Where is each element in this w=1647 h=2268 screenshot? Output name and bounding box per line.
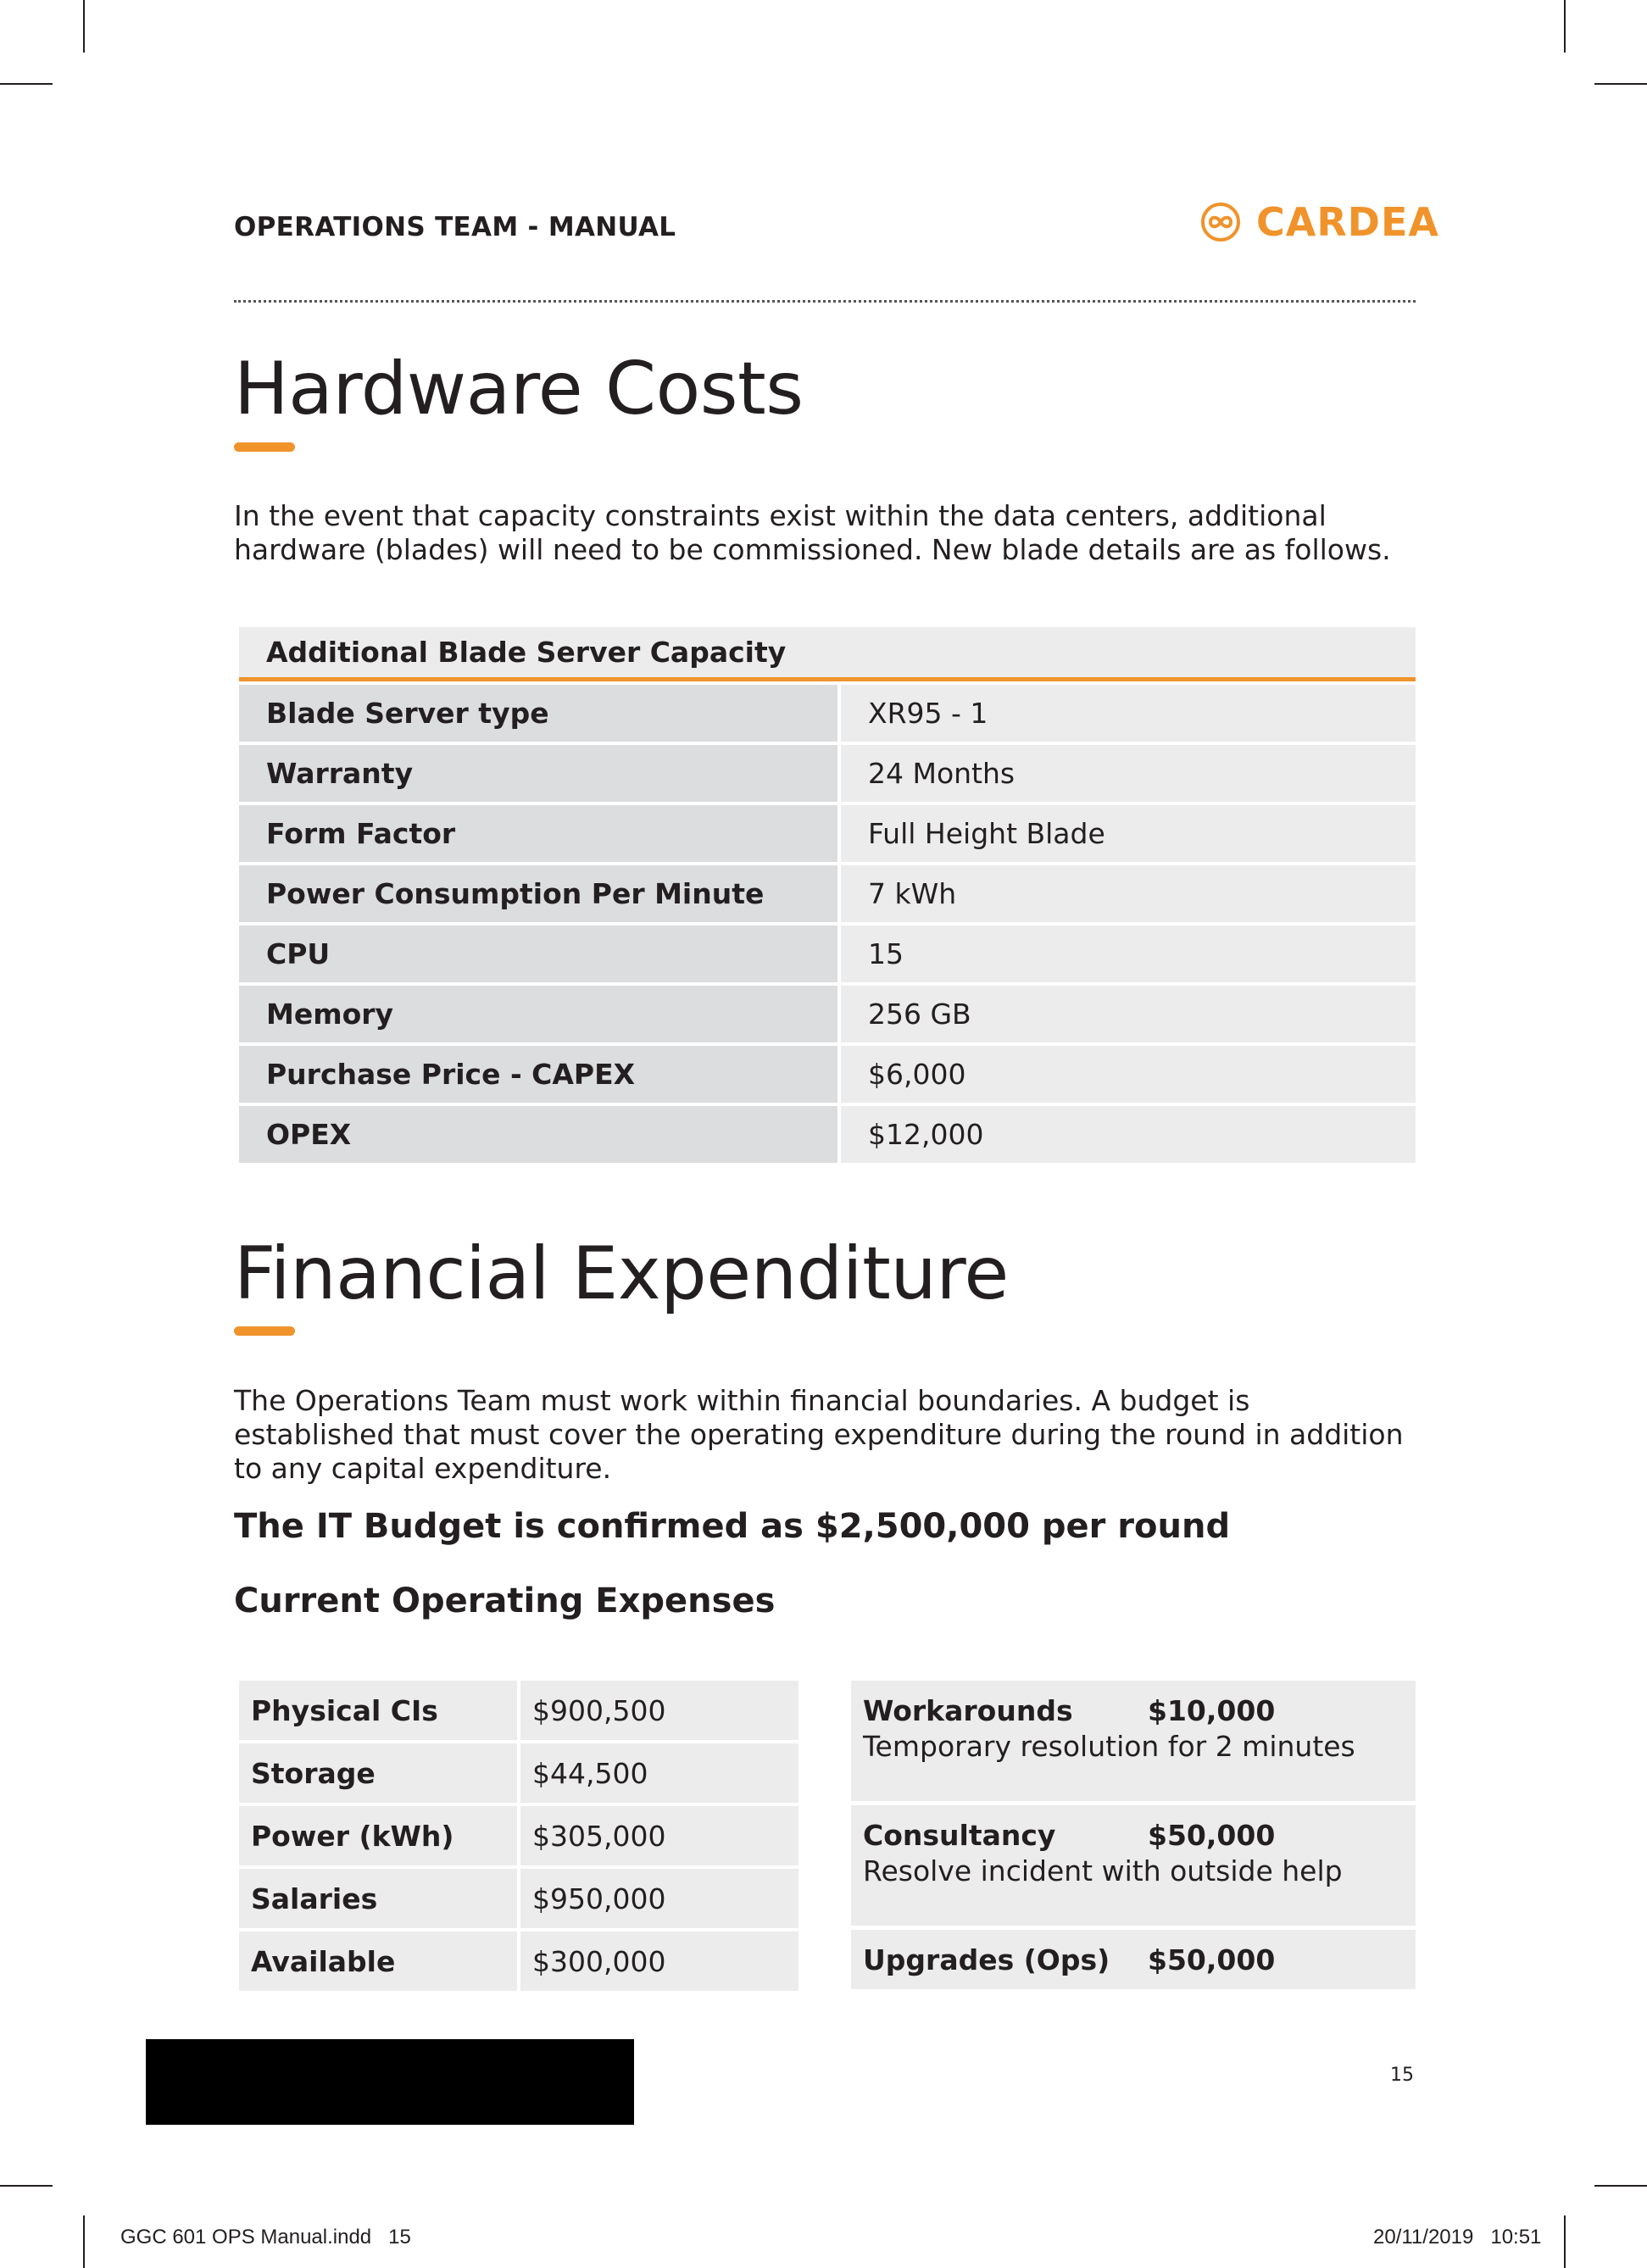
crop-mark [1594,2185,1647,2187]
option-description: Resolve incident with outside help [863,1854,1343,1887]
option-label: Workarounds [863,1693,1073,1727]
row-label: OPEX [239,1106,837,1163]
blade-table-heading: Additional Blade Server Capacity [239,627,1416,681]
option-cost: $50,000 [1148,1943,1276,1976]
operating-expenses-table: Physical CIs $900,500 Storage $44,500 Po… [239,1681,798,1994]
page-number: 15 [1390,2065,1414,2086]
table-row: Memory 256 GB [239,986,1416,1042]
row-value: 256 GB [841,986,1416,1042]
running-head: OPERATIONS TEAM - MANUAL [234,212,676,242]
option-label: Upgrades (Ops) [863,1943,1110,1976]
table-row: OPEX $12,000 [239,1106,1416,1163]
row-value: $12,000 [841,1106,1416,1163]
logo-wordmark: CARDEA [1256,199,1439,245]
expense-value: $305,000 [520,1806,798,1865]
row-label: Warranty [239,745,837,802]
table-row: Physical CIs $900,500 [239,1681,798,1740]
crop-mark [0,2185,53,2187]
row-value: 7 kWh [841,865,1416,922]
financial-expenditure-title: Financial Expenditure [234,1231,1009,1316]
row-label: Memory [239,986,837,1042]
title-accent-bar [234,1326,295,1336]
redaction-box [146,2039,634,2125]
crop-mark [83,2215,85,2268]
expense-value: $44,500 [520,1743,798,1803]
print-slug-file: GGC 601 OPS Manual.indd 15 [120,2226,411,2249]
row-label: Purchase Price - CAPEX [239,1046,837,1103]
table-row: CPU 15 [239,926,1416,982]
crop-mark [1594,83,1647,85]
incident-options-table: Workarounds $10,000 Temporary resolution… [851,1681,1416,1993]
operating-expenses-heading: Current Operating Expenses [234,1581,776,1620]
option-cost: $10,000 [1148,1693,1276,1727]
expense-label: Salaries [239,1869,517,1928]
option-description: Temporary resolution for 2 minutes [863,1730,1355,1763]
table-row: Blade Server type XR95 - 1 [239,685,1416,742]
row-value: $6,000 [841,1046,1416,1103]
option-consultancy: Consultancy $50,000 Resolve incident wit… [851,1805,1416,1926]
row-value: Full Height Blade [841,805,1416,862]
crop-mark [1564,0,1566,53]
table-row: Purchase Price - CAPEX $6,000 [239,1046,1416,1103]
option-workarounds: Workarounds $10,000 Temporary resolution… [851,1681,1416,1801]
hardware-intro: In the event that capacity constraints e… [234,499,1391,566]
print-slug-date: 20/11/2019 10:51 [1373,2226,1542,2249]
expense-value: $300,000 [520,1932,798,1991]
crop-mark [0,83,53,85]
row-value: 15 [841,926,1416,982]
hardware-costs-title: Hardware Costs [234,347,804,431]
expense-label: Physical CIs [239,1681,517,1740]
table-row: Storage $44,500 [239,1743,798,1803]
header-divider [234,300,1416,303]
option-cost: $50,000 [1148,1818,1276,1852]
table-row: Power Consumption Per Minute 7 kWh [239,865,1416,922]
option-label: Consultancy [863,1818,1056,1852]
table-row: Available $300,000 [239,1932,798,1991]
row-label: Form Factor [239,805,837,862]
row-value: XR95 - 1 [841,685,1416,742]
row-value: 24 Months [841,745,1416,802]
financial-intro: The Operations Team must work within fin… [234,1384,1404,1485]
expense-value: $900,500 [520,1681,798,1740]
expense-label: Storage [239,1743,517,1803]
row-label: CPU [239,926,837,982]
table-row: Salaries $950,000 [239,1869,798,1928]
expense-value: $950,000 [520,1869,798,1928]
expense-label: Power (kWh) [239,1806,517,1865]
infinity-circle-icon [1201,203,1240,242]
cardea-logo: CARDEA [1200,197,1439,247]
crop-mark [1564,2215,1566,2268]
table-row: Power (kWh) $305,000 [239,1806,798,1865]
blade-server-table: Additional Blade Server Capacity Blade S… [239,627,1416,1163]
crop-mark [83,0,85,53]
row-label: Power Consumption Per Minute [239,865,837,922]
row-label: Blade Server type [239,685,837,742]
table-row: Form Factor Full Height Blade [239,805,1416,862]
title-accent-bar [234,442,295,452]
table-row: Warranty 24 Months [239,745,1416,802]
expense-label: Available [239,1932,517,1991]
option-upgrades: Upgrades (Ops) $50,000 [851,1930,1416,1989]
it-budget-statement: The IT Budget is confirmed as $2,500,000… [234,1507,1231,1546]
